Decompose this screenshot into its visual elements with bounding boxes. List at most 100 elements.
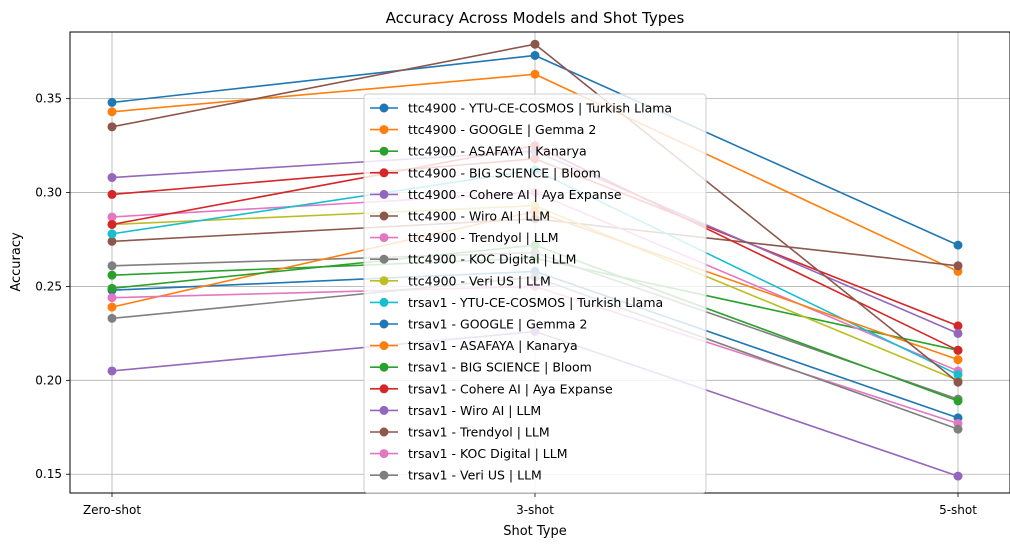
legend-marker [379, 470, 389, 480]
data-point [953, 396, 963, 406]
data-point [953, 328, 963, 338]
x-tick-label: Zero-shot [83, 503, 141, 517]
legend-label: ttc4900 - ASAFAYA | Kanarya [408, 144, 587, 159]
data-point [953, 424, 963, 434]
legend-label: ttc4900 - Trendyol | LLM [408, 230, 559, 245]
legend-label: ttc4900 - GOOGLE | Gemma 2 [408, 122, 596, 137]
data-point [107, 236, 117, 246]
data-point [107, 107, 117, 117]
legend-marker [379, 103, 389, 113]
legend-entry: trsav1 - YTU-CE-COSMOS | Turkish Llama [370, 295, 663, 310]
data-point [107, 283, 117, 293]
legend-marker [379, 427, 389, 437]
legend-label: trsav1 - Wiro AI | LLM [408, 403, 541, 418]
data-point [107, 189, 117, 199]
legend-label: ttc4900 - BIG SCIENCE | Bloom [408, 165, 601, 180]
legend-marker [379, 297, 389, 307]
series-group [107, 39, 963, 387]
data-point [107, 229, 117, 239]
chart-title: Accuracy Across Models and Shot Types [386, 9, 685, 27]
legend-marker [379, 125, 389, 135]
y-axis-label: Accuracy [9, 232, 24, 292]
data-point [953, 370, 963, 380]
legend-marker [379, 276, 389, 286]
data-point [953, 471, 963, 481]
legend-entry: ttc4900 - Trendyol | LLM [370, 230, 559, 245]
legend-marker [379, 384, 389, 394]
data-point [530, 50, 540, 60]
legend-label: trsav1 - GOOGLE | Gemma 2 [408, 317, 587, 332]
legend-marker [379, 211, 389, 221]
legend-marker [379, 319, 389, 329]
legend-label: ttc4900 - YTU-CE-COSMOS | Turkish Llama [408, 101, 672, 116]
legend-entry: trsav1 - ASAFAYA | Kanarya [370, 338, 578, 353]
data-point [107, 302, 117, 312]
legend-entry: trsav1 - Cohere AI | Aya Expanse [370, 381, 613, 396]
x-axis-label: Shot Type [503, 524, 567, 539]
legend-entry: ttc4900 - Cohere AI | Aya Expanse [370, 187, 622, 202]
y-tick-label: 0.25 [35, 279, 62, 293]
legend-entry: trsav1 - KOC Digital | LLM [370, 446, 568, 461]
legend-marker [379, 341, 389, 351]
legend-entry: ttc4900 - Wiro AI | LLM [370, 209, 550, 224]
legend-label: trsav1 - Trendyol | LLM [408, 425, 550, 440]
legend-entry: ttc4900 - BIG SCIENCE | Bloom [370, 165, 601, 180]
legend-entry: ttc4900 - GOOGLE | Gemma 2 [370, 122, 596, 137]
legend-label: ttc4900 - KOC Digital | LLM [408, 252, 576, 267]
legend-label: trsav1 - KOC Digital | LLM [408, 446, 568, 461]
y-tick-label: 0.30 [35, 186, 62, 200]
legend-label: ttc4900 - Wiro AI | LLM [408, 209, 550, 224]
legend-marker [379, 168, 389, 178]
legend-entry: ttc4900 - Veri US | LLM [370, 273, 551, 288]
y-tick-label: 0.15 [35, 467, 62, 481]
x-tick-label: 5-shot [939, 503, 977, 517]
data-point [953, 377, 963, 387]
data-point [530, 69, 540, 79]
legend-marker [379, 189, 389, 199]
data-point [107, 261, 117, 271]
legend-marker [379, 233, 389, 243]
legend-marker [379, 405, 389, 415]
legend-label: trsav1 - Cohere AI | Aya Expanse [408, 381, 613, 396]
x-tick-label: 3-shot [516, 503, 554, 517]
legend-marker [379, 449, 389, 459]
data-point [107, 366, 117, 376]
legend-marker [379, 362, 389, 372]
legend-entry: ttc4900 - YTU-CE-COSMOS | Turkish Llama [370, 101, 672, 116]
legend-marker [379, 254, 389, 264]
legend-entry: ttc4900 - KOC Digital | LLM [370, 252, 576, 267]
legend-label: trsav1 - ASAFAYA | Kanarya [408, 338, 578, 353]
legend-label: ttc4900 - Cohere AI | Aya Expanse [408, 187, 622, 202]
data-point [107, 97, 117, 107]
legend-label: trsav1 - BIG SCIENCE | Bloom [408, 360, 592, 375]
axis-ticks: Zero-shot 3-shot 5-shot 0.15 0.20 0.25 0.30 0.3… [35, 92, 977, 517]
data-point [107, 173, 117, 183]
data-point [530, 39, 540, 49]
legend-entry: trsav1 - BIG SCIENCE | Bloom [370, 360, 592, 375]
data-point [953, 345, 963, 355]
legend-box [363, 93, 707, 494]
data-point [107, 313, 117, 323]
data-point [953, 240, 963, 250]
data-point [107, 122, 117, 132]
legend-label: ttc4900 - Veri US | LLM [408, 273, 551, 288]
legend-entry: trsav1 - Veri US | LLM [370, 468, 542, 483]
data-point [107, 293, 117, 303]
legend: ttc4900 - YTU-CE-COSMOS | Turkish Llama t… [363, 93, 707, 494]
legend-entry: ttc4900 - ASAFAYA | Kanarya [370, 144, 587, 159]
data-point [953, 261, 963, 271]
legend-entry: trsav1 - Wiro AI | LLM [370, 403, 541, 418]
legend-marker [379, 146, 389, 156]
legend-entry: trsav1 - Trendyol | LLM [370, 425, 550, 440]
legend-entry: trsav1 - GOOGLE | Gemma 2 [370, 317, 587, 332]
data-point [107, 212, 117, 222]
series-group [107, 50, 963, 250]
legend-label: trsav1 - YTU-CE-COSMOS | Turkish Llama [408, 295, 663, 310]
legend-label: trsav1 - Veri US | LLM [408, 468, 542, 483]
data-point [953, 355, 963, 365]
data-point [107, 219, 117, 229]
y-tick-label: 0.35 [35, 92, 62, 106]
data-point [953, 321, 963, 331]
data-point [107, 270, 117, 280]
